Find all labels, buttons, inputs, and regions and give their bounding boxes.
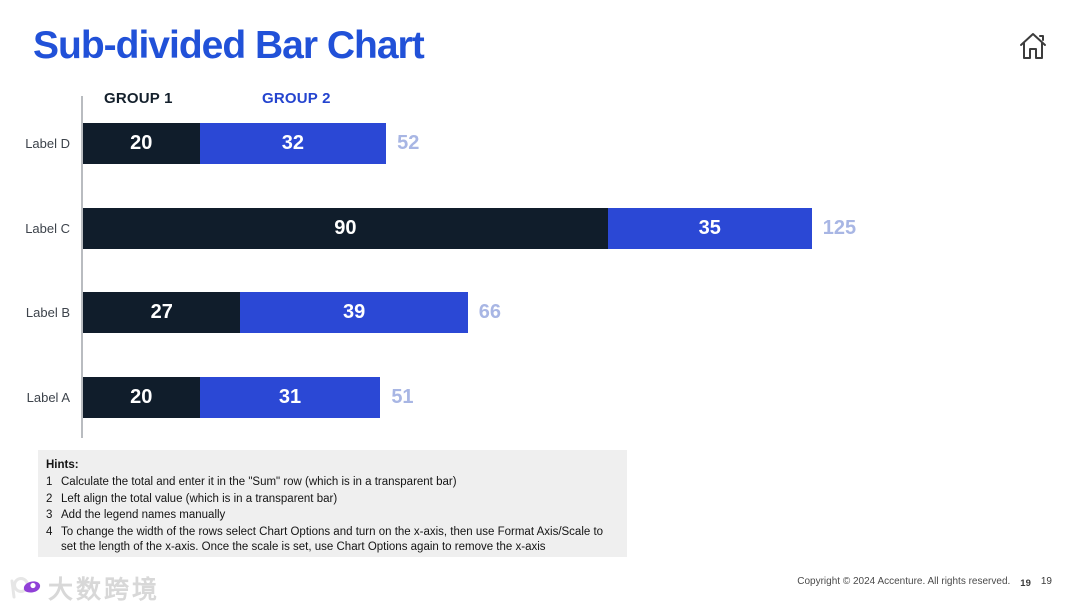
footer: Copyright © 2024 Accenture. All rights r… [797,576,1052,589]
page-number: 19 [1040,576,1052,587]
hint-text: Left align the total value (which is in … [61,492,338,505]
home-icon-glyph [1020,33,1046,59]
hint-number: 4 [46,525,53,538]
swirl-logo-icon [10,577,41,599]
legend-group1: GROUP 1 [104,90,173,107]
hint-text: Calculate the total and enter it in the … [61,476,457,488]
hints-box: Hints: 1 Calculate the total and enter i… [38,450,627,557]
hint-item: 4 To change the width of the rows select… [46,525,617,556]
total-label: 51 [391,386,414,409]
bar-segment-group2: 32 [199,123,387,164]
hint-text: To change the width of the rows select C… [61,525,604,554]
bar-segment-group2: 39 [240,292,468,334]
legend-group2: GROUP 2 [262,90,331,107]
category-label: Label A [26,390,70,406]
hints-title: Hints: [46,459,79,471]
page-number-watermark: 19 [1020,578,1031,589]
chart-row: Label B 27 39 66 [0,292,502,334]
category-label: Label D [25,136,70,151]
bar-segment-group2: 31 [199,377,381,419]
bar-segment-group1: 27 [83,292,241,334]
category-label: Label C [25,220,70,236]
hint-item: 1 Calculate the total and enter it in th… [46,475,617,491]
copyright-text: Copyright © 2024 Accenture. All rights r… [797,576,1011,587]
chart-row: Label D 20 32 52 [0,123,419,164]
total-label: 66 [478,301,502,324]
watermark-text: 大数跨境 [48,576,161,604]
chart-row: Label A 20 31 51 [0,377,414,419]
hint-number: 2 [46,492,53,505]
category-label: Label B [25,305,70,321]
bar-segment-group1: 20 [83,123,200,164]
y-axis-line [81,96,83,438]
hint-item: 2 Left align the total value (which is i… [46,492,617,508]
hint-item: 3 Add the legend names manually [46,508,617,524]
watermark: 大数跨境 [8,570,160,606]
hint-number: 3 [46,509,53,521]
chart-row: Label C 90 35 125 [0,207,857,249]
hint-number: 1 [46,476,53,488]
page-title: Sub-divided Bar Chart [33,24,425,67]
home-icon[interactable] [1016,28,1050,64]
hint-text: Add the legend names manually [61,509,226,521]
bar-segment-group2: 35 [607,207,812,249]
bar-segment-group1: 20 [83,377,200,419]
bar-segment-group1: 90 [83,207,608,249]
total-label: 125 [822,216,857,239]
total-label: 52 [397,132,420,154]
